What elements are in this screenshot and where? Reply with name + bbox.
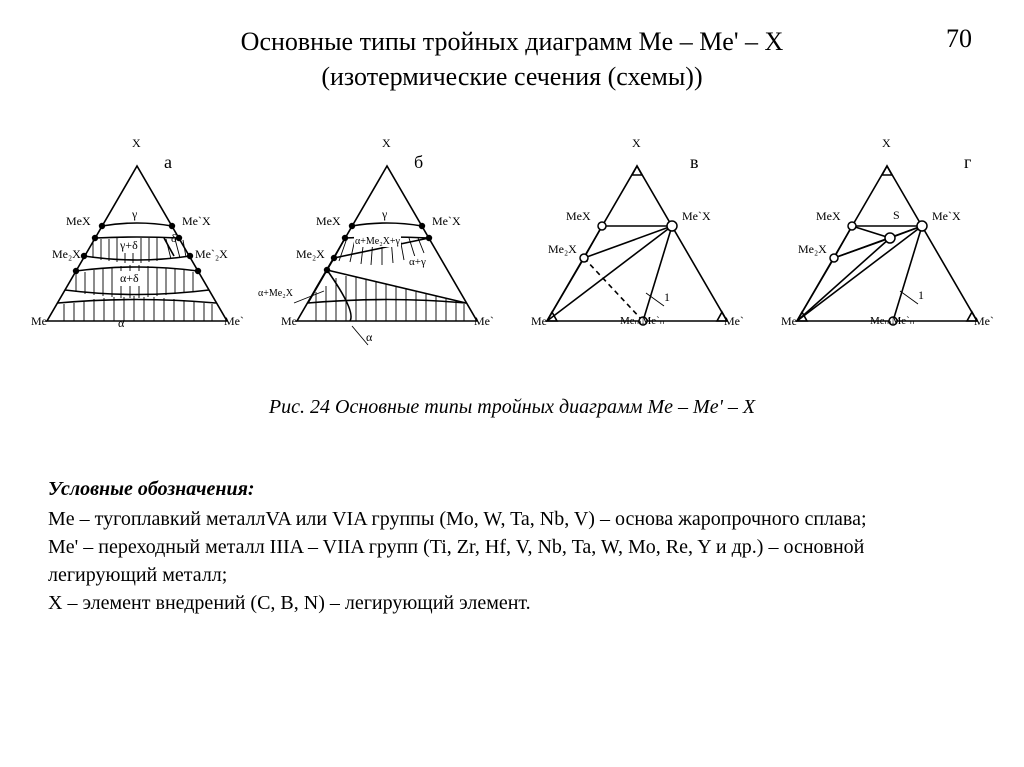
region-gamma-b: γ (382, 207, 387, 222)
apex-top-a: X (132, 136, 141, 151)
region-1-c: 1 (664, 290, 670, 305)
ternary-diagram-c: в X Me Me` MeX Me`X Me₂X MeₘMe`ₙ 1 (516, 136, 758, 366)
region-mix-b: α+Me₂X+γ (354, 236, 401, 247)
apex-top-d: X (882, 136, 891, 151)
title-line-2: (изотермические сечения (схемы)) (0, 59, 1024, 94)
region-alphadelta-a: α+δ (119, 271, 140, 286)
page-number: 70 (946, 24, 972, 54)
apex-left-d: Me (781, 314, 797, 329)
figure-caption: Рис. 24 Основные типы тройных диаграмм M… (0, 396, 1024, 419)
apex-top-c: X (632, 136, 641, 151)
panel-label-b: б (414, 152, 423, 173)
region-amex-b: α+Me₂X (258, 288, 293, 299)
label-me2x-c: Me₂X (548, 242, 577, 257)
apex-right-b: Me` (474, 314, 494, 329)
label-meprimex-d: Me`X (932, 209, 961, 224)
label-me2x-d: Me₂X (798, 242, 827, 257)
region-alphagamma-b: α+γ (408, 256, 427, 268)
label-mex-b: MeX (316, 214, 341, 229)
panel-label-c: в (690, 152, 699, 173)
region-gammadelta-a: γ+δ (119, 238, 139, 253)
legend-block: Условные обозначения: Me – тугоплавкий м… (0, 419, 1024, 617)
ternary-diagram-d: г X Me Me` MeX Me`X Me₂X MeₘMe`ₙ S 1 (766, 136, 1008, 366)
legend-line-2: Me' – переходный металл IIIA – VIIA груп… (48, 533, 976, 589)
label-mex-a: MeX (66, 214, 91, 229)
panel-label-a: а (164, 152, 172, 173)
apex-top-b: X (382, 136, 391, 151)
region-1-d: 1 (918, 288, 924, 303)
legend-line-3: X – элемент внедрений (C, B, N) – легиру… (48, 589, 976, 617)
label-mex-d: MeX (816, 209, 841, 224)
region-gamma-a: γ (132, 207, 137, 222)
label-me2x-b: Me₂X (296, 247, 325, 262)
label-bottom-mid-c: MeₘMe`ₙ (620, 314, 664, 327)
label-meprimex-b: Me`X (432, 214, 461, 229)
panel-label-d: г (964, 152, 971, 173)
label-meprimex-a: Me`X (182, 214, 211, 229)
region-alpha-b: α (366, 330, 372, 345)
label-mex-c: MeX (566, 209, 591, 224)
apex-right-c: Me` (724, 314, 744, 329)
region-alpha-a: α (118, 316, 124, 331)
legend-title: Условные обозначения: (48, 475, 976, 503)
region-delta-a: δ (171, 231, 177, 246)
label-me2x-a: Me₂X (52, 247, 81, 262)
title-line-1: Основные типы тройных диаграмм Me – Me' … (0, 24, 1024, 59)
label-meprime2x-a: Me`₂X (195, 247, 228, 262)
ternary-diagram-b: б X Me Me` MeX Me`X Me₂X γ α+Me₂X+γ α+γ … (266, 136, 508, 366)
page-title: Основные типы тройных диаграмм Me – Me' … (0, 0, 1024, 94)
label-meprimex-c: Me`X (682, 209, 711, 224)
apex-left-b: Me (281, 314, 297, 329)
diagrams-row: а X Me Me` MeX Me`X Me₂X Me`₂X γ γ+δ δ α… (0, 136, 1024, 366)
apex-right-d: Me` (974, 314, 994, 329)
label-bottom-mid-d: MeₘMe`ₙ (870, 314, 914, 327)
legend-line-1: Me – тугоплавкий металлVA или VIA группы… (48, 505, 976, 533)
apex-left-c: Me (531, 314, 547, 329)
region-s-d: S (893, 208, 900, 223)
apex-right-a: Me` (224, 314, 244, 329)
apex-left-a: Me (31, 314, 47, 329)
ternary-diagram-a: а X Me Me` MeX Me`X Me₂X Me`₂X γ γ+δ δ α… (16, 136, 258, 366)
